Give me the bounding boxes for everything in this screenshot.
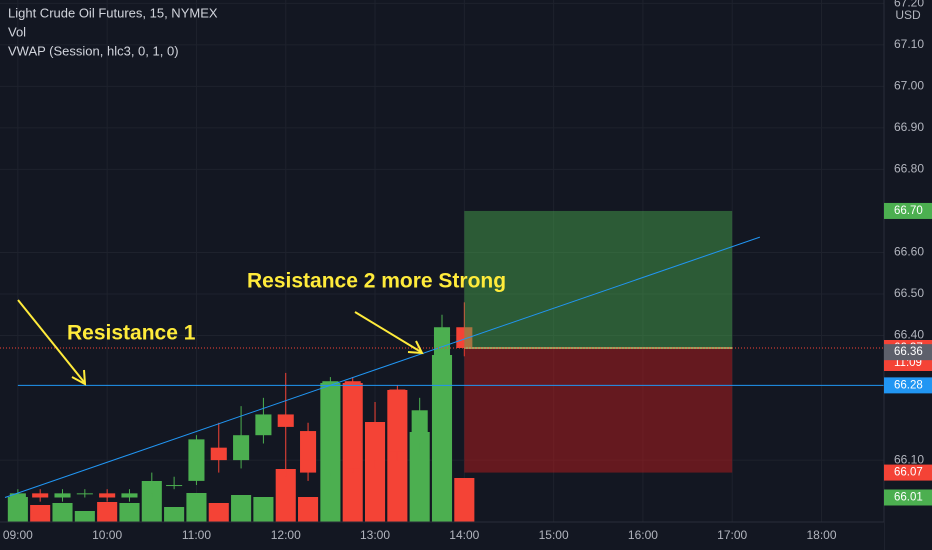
indicator: Vol <box>8 24 26 39</box>
price-label: 66.28 <box>894 379 923 391</box>
annotation: Resistance 1 <box>67 322 196 345</box>
candle-body <box>9 493 26 498</box>
x-tick-label: 16:00 <box>628 528 658 542</box>
plot-area <box>0 0 884 522</box>
arrow-head <box>407 340 424 355</box>
arrow-head <box>71 369 87 386</box>
currency-box <box>893 8 923 24</box>
x-tick-label: 12:00 <box>271 528 301 542</box>
candle-body <box>210 447 227 461</box>
y-tick-label: 67.20 <box>894 0 924 9</box>
volume-bar <box>253 497 274 522</box>
candle-body <box>277 414 294 427</box>
price-label-box <box>884 464 932 481</box>
indicator: VWAP (Session, hlc3, 0, 1, 0) <box>8 43 179 58</box>
x-tick-label: 15:00 <box>539 528 569 542</box>
volume-bar <box>298 497 319 522</box>
y-tick-label: 66.90 <box>894 120 924 134</box>
x-tick-label: 17:00 <box>717 528 747 542</box>
x-tick-label: 11:00 <box>182 528 211 542</box>
x-tick-label: 10:00 <box>92 528 122 542</box>
price-label: 66.36 <box>894 346 923 358</box>
volume-bar <box>164 507 185 522</box>
candle-body <box>322 381 339 473</box>
price-label: 66.07 <box>894 467 923 479</box>
y-tick-label: 66.80 <box>894 162 924 176</box>
candle-body <box>166 485 183 487</box>
annotations: Resistance 1 Resistance 2 more Strong <box>17 270 506 386</box>
y-tick-label: 66.60 <box>894 245 924 259</box>
x-tick-label: 18:00 <box>806 528 836 542</box>
candle-body <box>143 485 160 494</box>
y-tick-label: 66.50 <box>894 286 924 300</box>
stop-zone <box>464 348 733 473</box>
volume-bar <box>30 505 51 522</box>
volume-bar <box>409 432 430 522</box>
volume-bar <box>7 497 28 522</box>
x-tick-label: 09:00 <box>3 528 33 542</box>
candle-body <box>54 493 71 498</box>
trend-line <box>4 236 761 498</box>
volume-bar <box>231 495 252 522</box>
candle-body <box>366 422 384 461</box>
price-label: 66.01 <box>894 492 923 504</box>
candle-body <box>99 493 116 498</box>
price-label: 66.70 <box>894 205 923 217</box>
volume-bar <box>275 469 296 522</box>
axes: 09:00 10:00 11:00 12:00 13:00 14:00 15:00 16:00… <box>3 0 932 542</box>
volume-bar <box>454 478 475 522</box>
volume-bar <box>208 503 229 522</box>
volume-bar <box>52 503 73 522</box>
candle-body <box>188 439 205 481</box>
candle-body <box>411 410 428 444</box>
x-tick-label: 13:00 <box>360 528 390 542</box>
chart-title: Light Crude Oil Futures, 15, NYMEX <box>8 5 218 20</box>
y-tick-label: 67.10 <box>894 37 924 51</box>
volume-bar <box>186 493 207 522</box>
volume-bar <box>74 511 95 522</box>
candle-body <box>233 435 250 461</box>
legend: Light Crude Oil Futures, 15, NYMEX Vol V… <box>8 5 218 58</box>
target-zone <box>464 210 733 348</box>
arrow <box>17 299 85 383</box>
arrow <box>354 311 422 353</box>
time-axis <box>0 522 884 550</box>
candle-body <box>433 327 451 411</box>
candle-body <box>32 493 49 498</box>
price-label-box <box>884 344 932 361</box>
candle-body <box>456 327 473 348</box>
candle-body <box>389 389 406 452</box>
y-tick-label: 67.00 <box>894 79 924 93</box>
y-tick-label: 66.40 <box>894 328 924 342</box>
y-tick-label: 66.10 <box>894 452 924 466</box>
price-label-box <box>884 489 932 506</box>
price-label-box <box>884 377 932 394</box>
candle-body <box>344 381 361 469</box>
price-label-box <box>884 202 932 219</box>
candle-body <box>300 431 317 473</box>
x-tick-label: 14:00 <box>449 528 479 542</box>
currency: USD <box>895 8 921 22</box>
candle-body <box>76 493 93 495</box>
volume-bar <box>119 503 140 522</box>
candle-body <box>255 414 272 436</box>
candle-body <box>121 493 138 498</box>
price-axis <box>884 0 932 550</box>
annotation: Resistance 2 more Strong <box>247 270 506 293</box>
volume-bar <box>97 502 118 522</box>
